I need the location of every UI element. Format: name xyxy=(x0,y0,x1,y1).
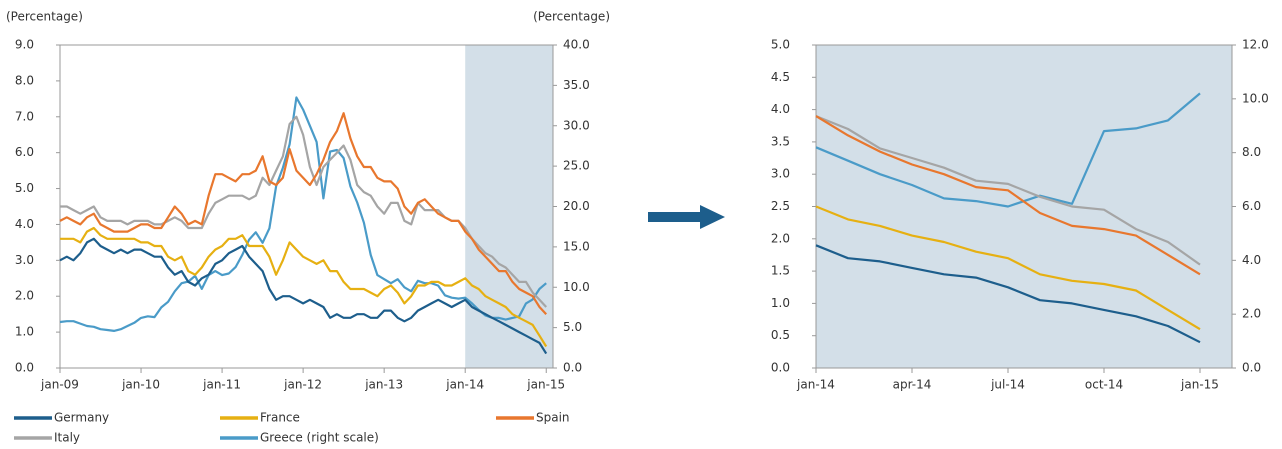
y2-tick-label: 0.0 xyxy=(563,361,582,375)
y2-tick-label: 5.0 xyxy=(563,320,582,334)
y2-tick-label: 20.0 xyxy=(563,199,590,213)
y-tick-label: 1.0 xyxy=(771,296,790,310)
y-tick-label: 9.0 xyxy=(15,38,34,52)
y2-tick-label: 2.0 xyxy=(1242,307,1261,321)
y-tick-label: 0.0 xyxy=(15,361,34,375)
y2-tick-label: 8.0 xyxy=(1242,145,1261,159)
series-line xyxy=(815,115,1201,276)
y-tick-label: 6.0 xyxy=(15,145,34,159)
y-axis-label: (Percentage) xyxy=(6,10,83,24)
y2-tick-label: 35.0 xyxy=(563,78,590,92)
x-tick-label: jan-14 xyxy=(796,378,835,392)
series-line xyxy=(59,96,547,332)
series-line xyxy=(59,237,548,355)
y-tick-label: 5.0 xyxy=(771,38,790,52)
y-tick-label: 5.0 xyxy=(15,181,34,195)
y2-tick-label: 10.0 xyxy=(1242,91,1269,105)
series-line xyxy=(815,115,1201,266)
x-tick-label: jan-15 xyxy=(526,378,565,392)
y-tick-label: 0.5 xyxy=(771,328,790,342)
series-line xyxy=(60,115,548,308)
legend-label: Spain xyxy=(536,411,570,425)
legend-label: France xyxy=(260,411,300,425)
x-tick-label: jan-13 xyxy=(364,378,403,392)
series-line xyxy=(815,244,1201,344)
y-tick-label: 8.0 xyxy=(15,73,34,87)
y2-tick-label: 25.0 xyxy=(563,159,590,173)
highlight-region xyxy=(465,45,553,368)
series-line xyxy=(815,92,1201,208)
y2-tick-label: 0.0 xyxy=(1242,361,1261,375)
y2-tick-label: 12.0 xyxy=(1242,38,1269,52)
x-tick-label: jan-11 xyxy=(202,378,241,392)
series-line xyxy=(815,205,1201,331)
y-tick-label: 3.0 xyxy=(15,253,34,267)
series-line xyxy=(60,226,548,348)
y2-tick-label: 15.0 xyxy=(563,239,590,253)
series-line xyxy=(59,112,548,315)
x-tick-label: jul-14 xyxy=(990,378,1025,392)
x-tick-label: jan-12 xyxy=(283,378,322,392)
legend-label: Germany xyxy=(54,411,109,425)
y-tick-label: 4.0 xyxy=(771,102,790,116)
y-tick-label: 7.0 xyxy=(15,109,34,123)
y-tick-label: 2.5 xyxy=(771,199,790,213)
y-tick-label: 3.5 xyxy=(771,134,790,148)
y-tick-label: 0.0 xyxy=(771,361,790,375)
x-tick-label: jan-14 xyxy=(445,378,484,392)
y2-tick-label: 10.0 xyxy=(563,280,590,294)
y-tick-label: 1.5 xyxy=(771,264,790,278)
y-tick-label: 1.0 xyxy=(15,325,34,339)
x-tick-label: jan-15 xyxy=(1180,378,1219,392)
legend-label: Italy xyxy=(54,431,80,445)
y-tick-label: 2.0 xyxy=(771,231,790,245)
y2-tick-label: 30.0 xyxy=(563,118,590,132)
x-tick-label: oct-14 xyxy=(1085,378,1123,392)
arrow xyxy=(648,205,725,229)
y2-axis-label: (Percentage) xyxy=(533,10,610,24)
y-tick-label: 3.0 xyxy=(771,167,790,181)
x-tick-label: apr-14 xyxy=(893,378,932,392)
y2-tick-label: 4.0 xyxy=(1242,253,1261,267)
y2-tick-label: 6.0 xyxy=(1242,199,1261,213)
legend-label: Greece (right scale) xyxy=(260,431,379,445)
x-tick-label: jan-09 xyxy=(40,378,79,392)
y2-tick-label: 40.0 xyxy=(563,38,590,52)
x-tick-label: jan-10 xyxy=(121,378,160,392)
y-tick-label: 4.5 xyxy=(771,70,790,84)
y-tick-label: 4.0 xyxy=(15,217,34,231)
highlight-region xyxy=(816,45,1232,368)
y-tick-label: 2.0 xyxy=(15,289,34,303)
